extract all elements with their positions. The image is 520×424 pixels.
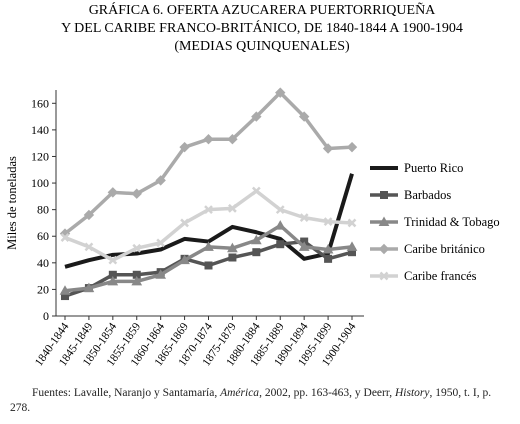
marker [250,234,262,245]
marker [132,243,142,253]
chart-title: (MEDIAS QUINQUENALES) [174,39,350,54]
y-tick-label: 60 [37,229,49,243]
marker [276,240,285,249]
marker [298,111,310,122]
y-tick-label: 160 [31,96,49,110]
marker [251,111,262,122]
marker [107,187,119,198]
source-text: History [394,387,430,399]
marker [107,275,119,286]
marker [204,261,213,270]
source-text: , 1950, t. I, p. 278. [10,387,492,414]
marker [156,238,166,248]
chart-title: GRÁFICA 6. OFERTA AZUCARERA PUERTORRIQUE… [89,1,436,18]
y-tick-label: 20 [37,282,49,296]
marker [203,241,214,251]
marker [322,244,334,254]
marker [180,218,189,228]
marker [323,217,333,226]
marker [346,241,358,251]
y-tick-label: 0 [43,309,49,323]
marker [203,133,214,145]
marker [347,218,357,228]
marker [299,213,309,223]
marker [179,141,190,153]
marker [59,285,71,295]
chart-title: Y DEL CARIBE FRANCO-BRITÁNICO, DE 1840-1… [61,19,463,36]
marker [155,269,167,279]
marker [346,141,358,153]
legend-marker [378,243,390,255]
marker [108,255,118,265]
marker [179,254,190,265]
legend-label: Puerto Rico [404,161,463,175]
legend-marker [379,271,389,281]
legend-marker [378,216,390,226]
marker [275,87,286,98]
marker [275,205,285,215]
legend-marker [380,191,388,199]
marker [83,209,95,221]
y-tick-label: 100 [31,176,49,190]
marker [324,254,333,263]
marker [84,242,94,252]
marker [227,133,238,145]
y-tick-label: 40 [37,256,49,270]
source-text: Fuentes: Lavalle, Naranjo y Santamaría, [32,387,221,399]
series-line [64,173,354,269]
y-tick-label: 80 [37,203,49,217]
marker [228,253,237,262]
marker [252,248,261,257]
marker [322,143,334,154]
legend-label: Caribe británico [404,242,485,256]
source-text: , 2002, pp. 163-463, y Deerr, [259,387,395,399]
marker [83,282,95,293]
series-line [63,90,353,235]
source-text: América [220,387,260,399]
chart: GRÁFICA 6. OFERTA AZUCARERA PUERTORRIQUE… [5,1,500,369]
marker [131,188,142,199]
marker [60,233,70,242]
y-tick-label: 140 [31,123,49,137]
marker [204,205,213,215]
marker [274,220,286,230]
marker [228,203,237,213]
source-note: Fuentes: Lavalle, Naranjo y Santamaría, … [10,386,510,416]
legend-label: Barbados [404,188,451,202]
marker [298,241,310,251]
marker [131,275,143,286]
marker [155,175,166,186]
legend-label: Caribe francés [404,269,477,283]
y-tick-label: 120 [31,149,49,163]
marker [227,242,238,253]
legend-label: Trinidad & Tobago [404,215,500,229]
marker [251,186,261,196]
y-axis-label: Miles de toneladas [5,156,19,250]
